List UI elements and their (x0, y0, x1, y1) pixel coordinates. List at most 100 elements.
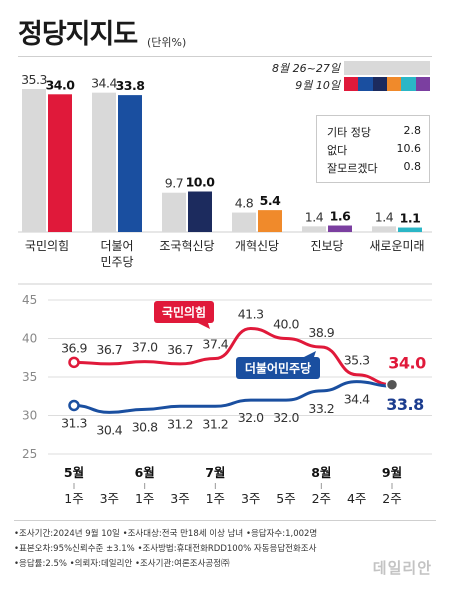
bar-previous (92, 92, 116, 233)
bar-current (398, 227, 422, 232)
ppp-value-label: 36.7 (96, 342, 122, 357)
legend-previous-swatch (344, 61, 430, 75)
bar-current (258, 210, 282, 232)
legend-color-chip (415, 77, 430, 91)
legend-color-chip (358, 77, 373, 91)
ppp-value-label: 34.0 (388, 354, 426, 373)
x-week-label: 2주 (312, 491, 331, 506)
others-value: 10.6 (396, 142, 422, 155)
x-week-label: 3주 (170, 491, 189, 506)
category-label: 조국혁신당 (159, 239, 214, 253)
x-month-label: 5월 (64, 465, 84, 480)
y-tick-label: 45 (22, 293, 37, 307)
dp-value-label: 31.2 (202, 416, 228, 431)
bar-previous (162, 192, 186, 232)
x-week-label: 3주 (100, 491, 119, 506)
footnote-item: •표본오차:95%신뢰수준 ±3.1% (14, 544, 138, 554)
bar-current (118, 95, 142, 232)
x-week-label: 5주 (276, 491, 295, 506)
others-label: 기타 정당 (327, 126, 371, 139)
dp-value-label: 33.2 (308, 401, 334, 416)
y-tick-label: 35 (22, 370, 37, 384)
footnote-line: •표본오차:95%신뢰수준 ±3.1% •조사방법:휴대전화RDD100% 자동… (14, 542, 444, 557)
series-name-callout: 더불어민주당 (236, 351, 320, 379)
dp-value-label: 30.8 (132, 419, 158, 434)
dp-value-label: 31.2 (167, 416, 193, 431)
callout-box (236, 357, 320, 379)
bar-previous-label: 1.4 (305, 209, 324, 224)
footnote-item: •조사기관:여론조사공정㈜ (134, 559, 230, 569)
dp-value-label: 30.4 (96, 422, 122, 437)
footnote-line: •조사기간:2024년 9월 10일 •조사대상:전국 만18세 이상 남녀 •… (14, 527, 444, 542)
others-row: 잘모르겠다 0.8 (327, 160, 421, 176)
others-value: 2.8 (403, 124, 422, 137)
dp-value-label: 32.0 (238, 410, 264, 425)
bar-current-label: 5.4 (260, 193, 281, 208)
bar-previous (232, 212, 256, 232)
others-row: 없다 10.6 (327, 142, 421, 158)
bar-previous-label: 1.4 (375, 209, 394, 224)
y-tick-label: 30 (22, 409, 37, 423)
footnote-item: •응답자수:1,002명 (245, 529, 318, 539)
x-week-label: 1주 (135, 491, 154, 506)
footnotes: •조사기간:2024년 9월 10일 •조사대상:전국 만18세 이상 남녀 •… (14, 527, 444, 572)
others-label: 잘모르겠다 (327, 162, 378, 175)
footnote-item: •조사방법:휴대전화RDD100% 자동응답전화조사 (137, 544, 317, 554)
callout-box (154, 301, 214, 323)
category-label: 국민의힘 (25, 239, 69, 253)
ppp-value-label: 38.9 (308, 325, 334, 340)
legend-color-chip (386, 77, 402, 91)
y-tick-label: 25 (22, 447, 37, 461)
callout-text: 국민의힘 (162, 305, 206, 320)
x-week-label: 1주 (206, 491, 225, 506)
series-name-callout: 국민의힘 (154, 301, 214, 329)
category-label: 개혁신당 (235, 239, 279, 253)
dp-value-label: 33.8 (386, 395, 424, 414)
ppp-value-label: 35.3 (344, 353, 370, 368)
x-week-label: 3주 (241, 491, 260, 506)
others-box: 기타 정당 2.8 없다 10.6 잘모르겠다 0.8 (316, 115, 430, 183)
ppp-value-label: 36.7 (167, 342, 193, 357)
bar-current (48, 94, 72, 232)
y-tick-label: 40 (22, 332, 37, 346)
x-month-label: 6월 (135, 465, 155, 480)
callout-pointer (198, 323, 210, 329)
ppp-value-label: 37.0 (132, 340, 158, 355)
bar-previous-label: 34.4 (91, 76, 117, 91)
footnote-item: •조사기간:2024년 9월 10일 (14, 529, 123, 539)
bar-chart: 35.334.0 국민의힘 34.433.8 더불어민주당 9.7 10.0 조국혁신당 4.… (18, 72, 432, 285)
dp-value-label: 32.0 (273, 410, 299, 425)
series-start-point (68, 356, 80, 369)
footnote-item: •의뢰자:데일리안 (69, 559, 135, 569)
bar-current-label: 10.0 (186, 175, 216, 190)
legend-current-label: 9월 10일 (295, 79, 340, 92)
series-end-point (385, 378, 399, 391)
bar-current (328, 225, 352, 232)
category-label: 진보당 (310, 239, 343, 253)
legend-color-chip (401, 77, 416, 91)
legend-current-swatch (344, 77, 430, 91)
bar-current-label: 1.1 (400, 211, 421, 226)
ppp-value-label: 37.4 (202, 337, 228, 352)
footnote-line: •응답률:2.5% •의뢰자:데일리안 •조사기관:여론조사공정㈜ (14, 557, 444, 572)
x-month-label: 9월 (382, 465, 402, 480)
bar-previous-label: 4.8 (235, 196, 254, 211)
callout-text: 더불어민주당 (245, 361, 311, 376)
ppp-value-label: 41.3 (238, 306, 264, 321)
bar-current-label: 33.8 (116, 78, 145, 93)
x-week-label: 1주 (64, 491, 83, 506)
footnote-item: •조사대상:전국 만18세 이상 남녀 (122, 529, 246, 539)
callout-pointer (304, 351, 316, 357)
bar-previous-label: 9.7 (165, 176, 183, 191)
x-week-label: 2주 (382, 491, 401, 506)
ppp-value-label: 36.9 (61, 340, 87, 355)
legend-previous-label: 8월 26~27일 (272, 62, 340, 75)
page-title: 정당지지도 (18, 19, 138, 50)
footnote-divider (14, 520, 436, 521)
series-start-point (68, 399, 80, 412)
bar-previous (22, 89, 46, 232)
category-label: 새로운미래 (369, 239, 424, 253)
bar-current-label: 34.0 (46, 77, 76, 92)
watermark-logo: 데일리안 (372, 559, 432, 577)
